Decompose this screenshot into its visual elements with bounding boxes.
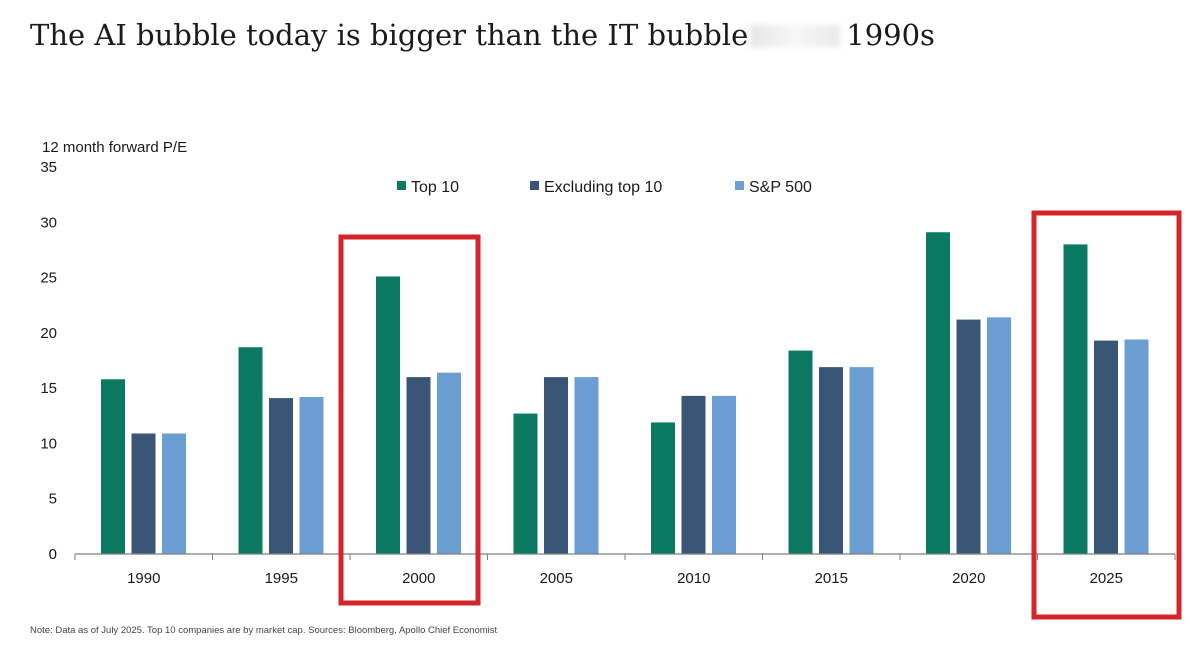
legend-swatch [735,181,744,190]
chart-note: Note: Data as of July 2025. Top 10 compa… [30,625,498,636]
y-tick-label: 25 [40,270,57,287]
legend-swatch [397,181,406,190]
legend-label: Top 10 [411,179,459,196]
bar-1990-2 [162,433,186,554]
bar-2000-2 [437,372,461,554]
y-tick-label: 10 [40,435,57,452]
legend-label: S&P 500 [749,179,812,196]
redacted-text [750,25,841,47]
title-text-end: 1990s [846,18,935,52]
legend-label: Excluding top 10 [544,179,662,196]
bar-2015-1 [819,367,843,554]
x-tick-label: 2010 [677,570,710,587]
bar-2020-2 [987,317,1011,554]
bar-2015-0 [788,350,813,554]
title-text: The AI bubble today is bigger than the I… [30,18,749,52]
y-tick-label: 30 [40,214,57,231]
highlight-box-2000 [338,234,481,606]
y-tick-label: 20 [40,325,57,342]
bar-2020-0 [926,232,950,555]
bar-2025-2 [1124,339,1149,554]
bar-1995-2 [299,396,324,554]
bar-1990-1 [131,433,156,554]
chart-title: The AI bubble today is bigger than the I… [30,18,935,52]
bar-2020-1 [956,319,981,554]
y-tick-label: 5 [49,491,57,508]
bar-2025-0 [1063,244,1088,554]
bar-2010-2 [712,395,736,554]
x-tick-label: 2020 [952,570,985,587]
x-tick-label: 2005 [540,570,573,587]
y-tick-label: 35 [40,159,57,176]
y-axis-label: 12 month forward P/E [42,139,187,156]
y-tick-label: 15 [40,380,57,397]
legend-swatch [530,181,539,190]
x-tick-label: 2015 [815,570,848,587]
bar-2005-1 [544,377,568,554]
x-tick-label: 1990 [127,570,160,587]
bar-2010-0 [651,422,675,554]
bar-2005-0 [513,413,538,554]
bar-2015-2 [849,367,874,554]
bar-2010-1 [681,395,706,554]
bar-1995-0 [238,347,263,554]
bar-2000-0 [376,276,400,554]
bar-1995-1 [269,398,293,554]
bar-1990-0 [101,379,125,554]
bar-2005-2 [574,377,599,554]
x-tick-label: 2025 [1090,570,1123,587]
highlight-box-2025 [1031,210,1182,620]
bar-2025-1 [1094,340,1118,554]
bar-2000-1 [406,377,431,554]
x-tick-label: 1995 [265,570,298,587]
x-tick-label: 2000 [402,570,435,587]
y-tick-label: 0 [49,546,57,563]
